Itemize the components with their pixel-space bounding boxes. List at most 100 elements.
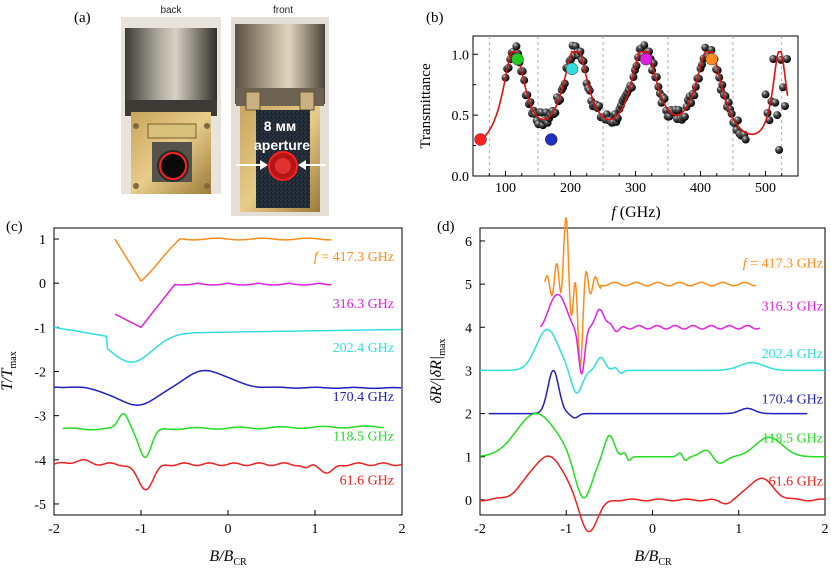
xtick-label-b-3: 400 bbox=[690, 181, 711, 196]
panel-label-d: (d) bbox=[437, 219, 455, 235]
photo-back-label: back bbox=[160, 5, 182, 16]
curves-c bbox=[53, 237, 402, 491]
xtick-label-b-1: 200 bbox=[560, 181, 581, 196]
xtick-label-d-1: -1 bbox=[560, 522, 572, 537]
xtick-label-b-0: 100 bbox=[495, 181, 516, 196]
curve-d-1 bbox=[539, 293, 761, 376]
scatter-point-b-166 bbox=[783, 55, 791, 63]
series-label-d-4: 118.5 GHz bbox=[762, 431, 823, 446]
ylabel-d: δR/|δR|max bbox=[428, 339, 448, 404]
axis-ticks-c: -2 -1 0 1 2 1 0 -1 -2 -3 -4 -5 bbox=[34, 233, 405, 537]
ytick-label-d-1: 1 bbox=[465, 451, 472, 466]
ytick-label-c-0: 1 bbox=[39, 233, 46, 248]
scatter-point-b-45 bbox=[571, 42, 580, 51]
scatter-point-b-161 bbox=[773, 111, 782, 120]
highlight-point-b-4 bbox=[639, 52, 653, 66]
curve-d-3 bbox=[488, 369, 808, 419]
plot-frame-c bbox=[53, 227, 403, 516]
scatter-point-b-128 bbox=[701, 43, 710, 52]
aperture-size-label: 8 мм bbox=[264, 118, 296, 134]
xlabel-b: f (GHz) bbox=[611, 204, 660, 221]
scatter-point-b-164 bbox=[779, 83, 787, 92]
ylabel-b: Transmittance bbox=[418, 63, 434, 149]
scatter-point-b-155 bbox=[761, 90, 770, 99]
curves-d bbox=[479, 217, 826, 533]
scatter-point-b-111 bbox=[674, 106, 683, 114]
panel-label-b: (b) bbox=[426, 10, 444, 26]
ytick-label-d-5: 5 bbox=[465, 278, 472, 293]
scatter-point-b-154 bbox=[741, 135, 750, 144]
xlabel-b-var: f bbox=[611, 204, 618, 221]
aperture-word-label: aperture bbox=[254, 137, 310, 153]
series-label-c-1: 316.3 GHz bbox=[333, 297, 394, 312]
series-label-d-eq: = bbox=[747, 257, 762, 272]
scatter-point-b-132 bbox=[707, 46, 716, 54]
scatter-point-b-7 bbox=[512, 42, 521, 51]
xtick-label-d-3: 1 bbox=[735, 522, 742, 537]
ylabel-d-sub: max bbox=[437, 339, 448, 356]
scatter-point-b-48 bbox=[576, 47, 585, 56]
xlabel-c-sub: CR bbox=[233, 557, 247, 568]
ytick-label-c-5: -4 bbox=[34, 454, 46, 469]
axis-ticks-b: 100 200 300 400 500 0.0 0.5 1.0 bbox=[452, 48, 783, 196]
series-label-d-name-0: 417.3 GHz bbox=[762, 257, 823, 272]
series-label-c-5: 61.6 GHz bbox=[340, 474, 394, 489]
xtick-label-b-4: 500 bbox=[755, 181, 776, 196]
ylabel-c-main: T/T bbox=[0, 367, 16, 390]
series-labels-d: f = 417.3 GHz 316.3 GHz 202.4 GHz 170.4 GHz… bbox=[743, 257, 823, 490]
xtick-label-c-4: 2 bbox=[399, 522, 406, 537]
highlight-point-b-5 bbox=[705, 52, 718, 66]
scatter-point-b-65 bbox=[602, 110, 611, 119]
curve-c-3 bbox=[53, 369, 402, 406]
xlabel-c: B/BCR bbox=[209, 548, 247, 568]
series-label-c-4: 118.5 GHz bbox=[333, 430, 394, 445]
xlabel-b-unit: (GHz) bbox=[616, 204, 661, 221]
series-label-d-0: f = 417.3 GHz bbox=[743, 257, 823, 272]
fit-curve-b bbox=[479, 51, 789, 142]
xlabel-d: B/BCR bbox=[634, 548, 672, 568]
aperture-circle-back bbox=[159, 152, 187, 180]
ytick-label-d-0: 0 bbox=[465, 494, 472, 509]
series-label-d-1: 316.3 GHz bbox=[762, 300, 823, 315]
ytick-label-c-6: -5 bbox=[34, 498, 46, 513]
xtick-label-b-2: 300 bbox=[625, 181, 646, 196]
ytick-label-b-1: 0.5 bbox=[452, 109, 470, 124]
curve-c-0 bbox=[114, 237, 332, 283]
axis-ticks-d: -2 -1 0 1 2 0 1 2 3 4 5 6 bbox=[465, 235, 829, 537]
ylabel-c-sub: max bbox=[8, 351, 19, 368]
series-label-d-2: 202.4 GHz bbox=[762, 347, 823, 362]
series-label-c-prefix: f bbox=[314, 250, 320, 265]
ytick-label-d-3: 3 bbox=[465, 364, 472, 379]
ytick-label-d-4: 4 bbox=[465, 321, 472, 336]
xtick-label-c-3: 1 bbox=[312, 522, 319, 537]
xtick-label-c-0: -2 bbox=[48, 522, 60, 537]
curve-d-5 bbox=[479, 455, 826, 533]
scatter-point-b-160 bbox=[771, 98, 780, 107]
xlabel-d-main: B/B bbox=[634, 548, 658, 565]
xtick-label-d-0: -2 bbox=[474, 522, 486, 537]
highlight-points-b bbox=[474, 52, 718, 146]
series-label-c-name-0: 417.3 GHz bbox=[333, 250, 394, 265]
panel-label-c: (c) bbox=[6, 219, 23, 235]
xlabel-d-sub: CR bbox=[658, 557, 672, 568]
panel-d-reflection-chart: (d) -2 -1 0 1 2 0 1 2 3 4 5 6 f = 417.3 GHz 316.3 GH… bbox=[428, 217, 829, 568]
series-label-d-5: 61.6 GHz bbox=[769, 474, 823, 489]
ytick-label-c-3: -2 bbox=[34, 366, 46, 381]
ytick-label-b-2: 1.0 bbox=[452, 48, 470, 63]
panel-label-a: (a) bbox=[74, 10, 91, 26]
series-label-c-eq: = bbox=[318, 250, 333, 265]
series-label-d-prefix: f bbox=[743, 257, 749, 272]
photo-back: back bbox=[121, 5, 221, 194]
scatter-point-b-159 bbox=[769, 55, 778, 63]
series-label-c-2: 202.4 GHz bbox=[333, 341, 394, 356]
panel-a-photos: (a) back bbox=[74, 5, 329, 216]
curve-c-1 bbox=[114, 282, 332, 329]
series-labels-c: f = 417.3 GHz 316.3 GHz 202.4 GHz 170.4 GHz… bbox=[314, 250, 394, 489]
photo-front: 8 мм aperture front bbox=[231, 5, 329, 216]
ytick-label-c-4: -3 bbox=[34, 410, 46, 425]
ytick-label-c-1: 0 bbox=[39, 277, 46, 292]
series-label-d-3: 170.4 GHz bbox=[762, 392, 823, 407]
curve-d-2 bbox=[480, 328, 825, 394]
highlight-point-b-2 bbox=[545, 133, 558, 146]
